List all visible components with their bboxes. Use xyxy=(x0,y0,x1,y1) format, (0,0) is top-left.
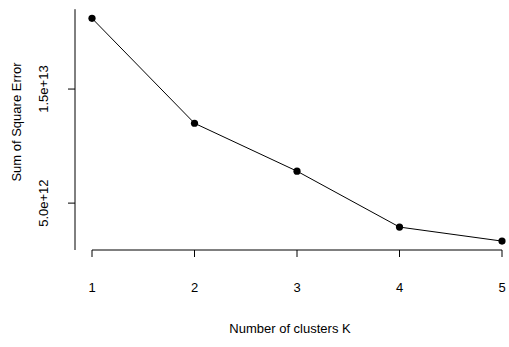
x-tick xyxy=(92,250,93,257)
data-point xyxy=(396,223,403,230)
y-tick-label: 1.5e+13 xyxy=(36,65,51,112)
chart: 5.0e+12 1.5e+13 1 2 3 4 5 Number of clusters K S… xyxy=(0,0,509,347)
x-tick-label: 1 xyxy=(88,280,95,295)
data-point xyxy=(88,15,95,22)
x-tick-label: 4 xyxy=(396,280,403,295)
data-point xyxy=(293,168,300,175)
y-tick-label: 5.0e+12 xyxy=(36,179,51,226)
y-tick xyxy=(68,203,75,204)
x-tick xyxy=(399,250,400,257)
x-tick xyxy=(502,250,503,257)
x-tick-label: 3 xyxy=(293,280,300,295)
y-tick xyxy=(68,89,75,90)
plot-area xyxy=(88,15,505,245)
data-point xyxy=(191,120,198,127)
y-axis-label: Sum of Square Error xyxy=(9,62,24,182)
x-tick-label: 2 xyxy=(191,280,198,295)
x-tick xyxy=(297,250,298,257)
series-line xyxy=(92,18,502,241)
x-tick xyxy=(194,250,195,257)
x-axis-label: Number of clusters K xyxy=(229,321,351,336)
y-axis-line xyxy=(75,9,76,250)
x-tick-label: 5 xyxy=(498,280,505,295)
data-point xyxy=(498,238,505,245)
